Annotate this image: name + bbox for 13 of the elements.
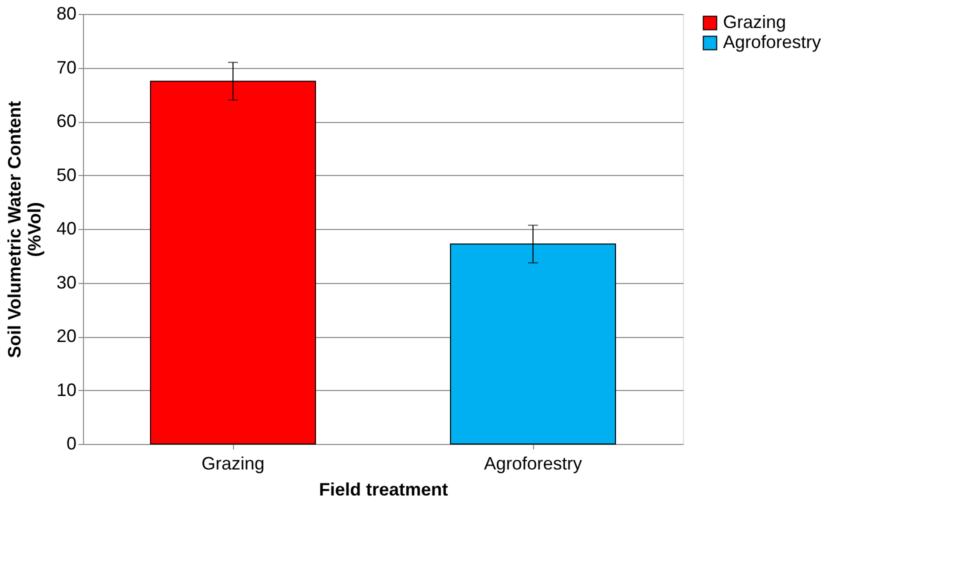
y-tick-label: 80 — [56, 4, 76, 24]
y-tick-label: 50 — [56, 164, 76, 185]
y-tick-label: 40 — [56, 218, 76, 238]
legend-label: Agroforestry — [723, 32, 822, 52]
y-tick-label: 70 — [56, 57, 76, 78]
y-tick-label: 60 — [56, 111, 76, 131]
legend-label: Grazing — [723, 12, 786, 32]
y-tick-label: 20 — [56, 326, 76, 346]
x-axis-title: Field treatment — [318, 480, 448, 500]
y-tick-label: 30 — [56, 272, 76, 292]
y-axis-title: Soil Volumetric Water Content (%Vol) — [4, 100, 44, 358]
y-tick-label: 0 — [66, 434, 76, 454]
y-tick-label: 10 — [56, 380, 76, 400]
